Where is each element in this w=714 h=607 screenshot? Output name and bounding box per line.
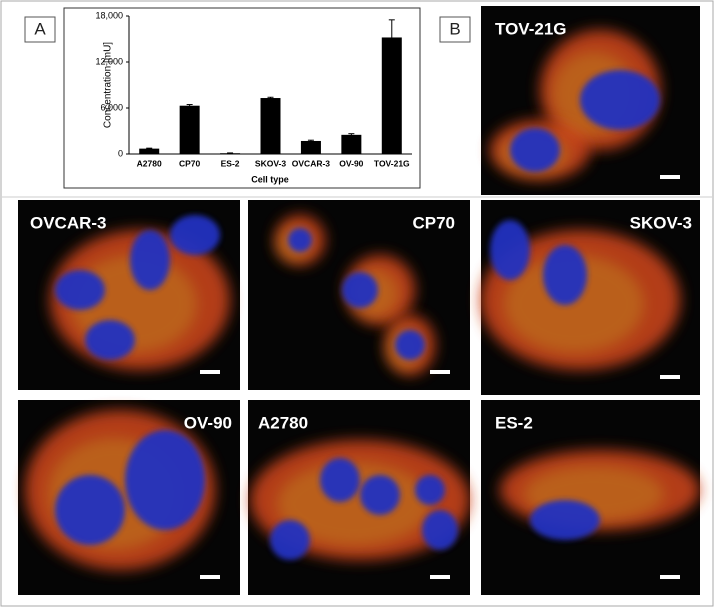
scale-bar (430, 575, 450, 579)
nucleus (270, 520, 310, 560)
y-tick-label: 0 (118, 148, 123, 158)
nucleus (415, 475, 445, 505)
micrograph: SKOV-3 (480, 200, 700, 395)
error-bar (388, 19, 395, 56)
nucleus (395, 330, 425, 360)
scale-bar (660, 575, 680, 579)
error-bar (307, 139, 314, 143)
nucleus (490, 220, 530, 280)
micrograph: OVCAR-3 (18, 200, 240, 390)
bar (179, 105, 200, 154)
image-label: OVCAR-3 (30, 213, 107, 232)
nucleus (422, 510, 458, 550)
panel-label-box (439, 16, 471, 43)
micrograph: A2780 (248, 400, 470, 595)
nucleus (170, 215, 220, 255)
micrograph: ES-2 (481, 400, 700, 595)
nucleus (530, 500, 600, 540)
nucleus (510, 128, 560, 172)
membrane-stain (504, 255, 644, 353)
scale-bar (200, 370, 220, 374)
nucleus (543, 245, 587, 305)
nucleus (125, 430, 205, 530)
x-tick-label: CP70 (179, 158, 201, 168)
nucleus (55, 475, 125, 545)
error-bar (348, 133, 355, 137)
error-bar (186, 104, 193, 108)
chart-frame (63, 7, 421, 189)
nucleus (360, 475, 400, 515)
image-label: OV-90 (184, 413, 232, 432)
y-axis-label: Concentration [mU] (103, 42, 114, 128)
image-label: CP70 (412, 213, 455, 232)
nucleus (320, 458, 360, 502)
micrograph: TOV-21G (481, 6, 700, 195)
panel-label: B (449, 19, 460, 38)
nucleus (580, 70, 660, 130)
nucleus (85, 320, 135, 360)
x-tick-label: SKOV-3 (255, 158, 286, 168)
image-label: TOV-21G (495, 19, 567, 38)
error-bar (227, 152, 234, 155)
panel-label: A (34, 19, 46, 38)
scale-bar (430, 370, 450, 374)
x-tick-label: OV-90 (339, 158, 363, 168)
x-tick-label: OVCAR-3 (292, 158, 331, 168)
micrograph: OV-90 (18, 400, 240, 595)
bar (260, 98, 281, 154)
x-tick-label: TOV-21G (374, 158, 410, 168)
y-tick-label: 12,000 (95, 56, 123, 66)
y-tick-label: 18,000 (95, 10, 123, 20)
error-bar (267, 96, 274, 100)
image-label: SKOV-3 (630, 213, 692, 232)
bar (381, 37, 402, 154)
x-tick-label: A2780 (137, 158, 162, 168)
scale-bar (660, 375, 680, 379)
image-label: ES-2 (495, 413, 533, 432)
panel-label-box (24, 16, 56, 43)
y-tick-label: 6,000 (100, 102, 123, 112)
bar (300, 140, 321, 154)
x-axis-label: Cell type (251, 174, 289, 184)
error-bar (146, 147, 153, 150)
scale-bar (660, 175, 680, 179)
nucleus (342, 272, 378, 308)
nucleus (55, 270, 105, 310)
nucleus (130, 230, 170, 290)
x-tick-label: ES-2 (221, 158, 240, 168)
scale-bar (200, 575, 220, 579)
bar (341, 134, 362, 154)
bar (139, 148, 160, 154)
nucleus (288, 228, 312, 252)
micrograph: CP70 (248, 200, 470, 390)
image-label: A2780 (258, 413, 308, 432)
